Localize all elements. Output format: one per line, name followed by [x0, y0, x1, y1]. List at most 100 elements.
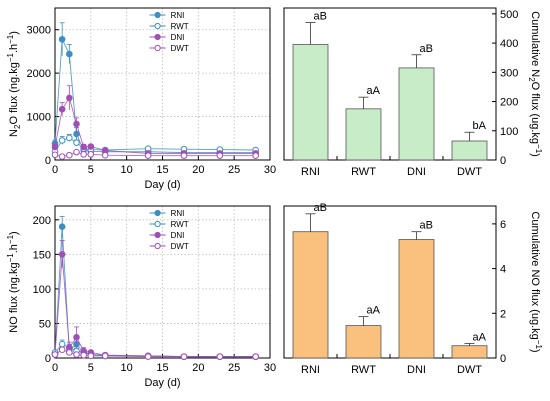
- bar-DWT: [451, 345, 488, 359]
- data-point-DNI: [73, 333, 80, 341]
- y-tick-label: 300: [500, 67, 518, 79]
- y-axis-title-part: −1: [6, 253, 15, 263]
- y-tick-label: 500: [500, 9, 518, 21]
- data-point-DWT: [73, 148, 80, 156]
- y-axis-title-part: 2: [13, 124, 22, 129]
- data-point-DWT: [144, 353, 152, 360]
- legend-label-DWT: DWT: [171, 242, 189, 251]
- bar-RNI: [292, 231, 329, 359]
- y-axis-title-part: 2: [527, 77, 536, 82]
- data-point-RWT: [66, 134, 73, 142]
- data-point-DNI: [58, 105, 66, 113]
- y-axis-title-part: .h: [8, 44, 20, 53]
- data-point-RNI: [58, 223, 66, 231]
- x-tick-label: 25: [228, 362, 240, 374]
- data-point-DWT: [180, 353, 188, 360]
- data-point-DNI: [66, 94, 73, 102]
- series-DWT: [51, 148, 259, 160]
- y-axis-title: N2O flux (ng.kg−1.h−1): [6, 31, 22, 137]
- bar-panel-1: 0 100 200 300 400 500 aB RNI aA RWT aB DNI bA DWT Cumu…: [283, 7, 543, 178]
- bar-RNI: [292, 44, 329, 161]
- legend: RNI RWT DNI DWT: [149, 209, 189, 251]
- legend-label-RNI: RNI: [171, 11, 185, 20]
- data-point-DWT: [80, 351, 87, 359]
- category-label-DNI: DNI: [407, 166, 426, 178]
- y-axis-title-part: .h: [8, 244, 20, 253]
- x-tick-label: 20: [192, 164, 204, 176]
- bar-DNI: [398, 67, 435, 161]
- significance-label-DWT: aA: [473, 331, 487, 343]
- y-tick-label: 50: [39, 318, 51, 330]
- significance-label-RNI: aB: [314, 11, 327, 23]
- category-label-DWT: DWT: [457, 364, 482, 376]
- line-panel-2: 0 5 10 15 20 25 30 0 50 100 150 200 Day (d) NO flux (…: [6, 205, 276, 389]
- y-tick-label: 0: [45, 155, 51, 167]
- category-label-DNI: DNI: [407, 364, 426, 376]
- x-axis-title: Day (d): [144, 377, 180, 389]
- category-label-RNI: RNI: [301, 364, 320, 376]
- legend-label-RNI: RNI: [171, 209, 185, 218]
- y-axis-title-part: O flux (ug.kg: [529, 82, 541, 144]
- y-tick-label: 1000: [27, 112, 51, 124]
- legend-marker-DNI: [154, 33, 161, 41]
- x-tick-label: 10: [121, 164, 133, 176]
- y-tick-label: 100: [33, 284, 51, 296]
- data-point-DWT: [66, 349, 73, 356]
- data-point-RWT: [58, 340, 66, 348]
- x-tick-label: 5: [88, 362, 94, 374]
- y-axis-title-part: NO flux (ng.kg: [8, 262, 20, 332]
- y-axis-title-part: Cumulative NO flux (ug.kg: [529, 211, 541, 339]
- series-line-RNI: [54, 37, 256, 154]
- data-point-RWT: [58, 137, 66, 144]
- legend-marker-RWT: [154, 22, 161, 30]
- y-axis-title: NO flux (ng.kg−1.h−1): [6, 231, 20, 332]
- significance-label-RWT: aA: [367, 305, 381, 317]
- category-label-RWT: RWT: [351, 364, 376, 376]
- y-axis-title: Cumulative N2O flux (ug.kg−1): [527, 11, 543, 157]
- data-point-RNI: [73, 130, 80, 138]
- y-axis-title-part: ): [529, 153, 541, 157]
- bar-RWT: [345, 325, 382, 359]
- y-tick-label: 6: [500, 219, 506, 231]
- y-axis-title-part: −1: [6, 234, 15, 244]
- y-tick-label: 100: [500, 126, 518, 138]
- bar-RWT: [345, 108, 382, 161]
- legend-label-RWT: RWT: [171, 220, 189, 229]
- series-RNI: [51, 22, 259, 156]
- x-tick-label: 20: [192, 362, 204, 374]
- y-tick-label: 200: [500, 97, 518, 109]
- significance-label-RWT: aA: [367, 85, 381, 97]
- data-point-DWT: [216, 353, 224, 360]
- y-axis-title: Cumulative NO flux (ug.kg−1): [529, 211, 543, 352]
- y-axis-title-part: −1: [6, 34, 15, 44]
- x-tick-label: 15: [156, 362, 168, 374]
- data-point-DWT: [101, 151, 109, 159]
- y-axis-title-part: −1: [6, 53, 15, 63]
- data-point-DWT: [51, 151, 59, 159]
- y-axis-title-part: −1: [534, 340, 543, 350]
- data-point-DWT: [252, 353, 259, 360]
- line-panel-0: 0 5 10 15 20 25 30 0 1000 2000 3000 Day (d) N2O flux…: [6, 7, 276, 191]
- legend-marker-DWT: [154, 44, 161, 52]
- data-point-DWT: [51, 351, 59, 358]
- data-point-DNI: [80, 143, 87, 151]
- x-tick-label: 30: [264, 164, 276, 176]
- series-DNI: [51, 240, 259, 360]
- y-tick-label: 0: [45, 353, 51, 365]
- bar-DWT: [451, 140, 488, 161]
- legend-label-DNI: DNI: [171, 33, 185, 42]
- plot-frame: [54, 7, 271, 161]
- data-point-DWT: [80, 151, 87, 158]
- legend-marker-RWT: [154, 220, 161, 228]
- y-axis-title-part: ): [8, 31, 20, 35]
- data-point-DWT: [144, 152, 152, 159]
- x-tick-label: 25: [228, 164, 240, 176]
- data-point-DNI: [51, 143, 59, 151]
- series-RNI: [51, 215, 259, 360]
- data-point-DWT: [180, 152, 188, 159]
- data-point-DWT: [58, 153, 66, 160]
- y-axis-title-part: Cumulative N: [529, 11, 541, 77]
- x-tick-label: 15: [156, 164, 168, 176]
- data-point-RNI: [58, 35, 66, 43]
